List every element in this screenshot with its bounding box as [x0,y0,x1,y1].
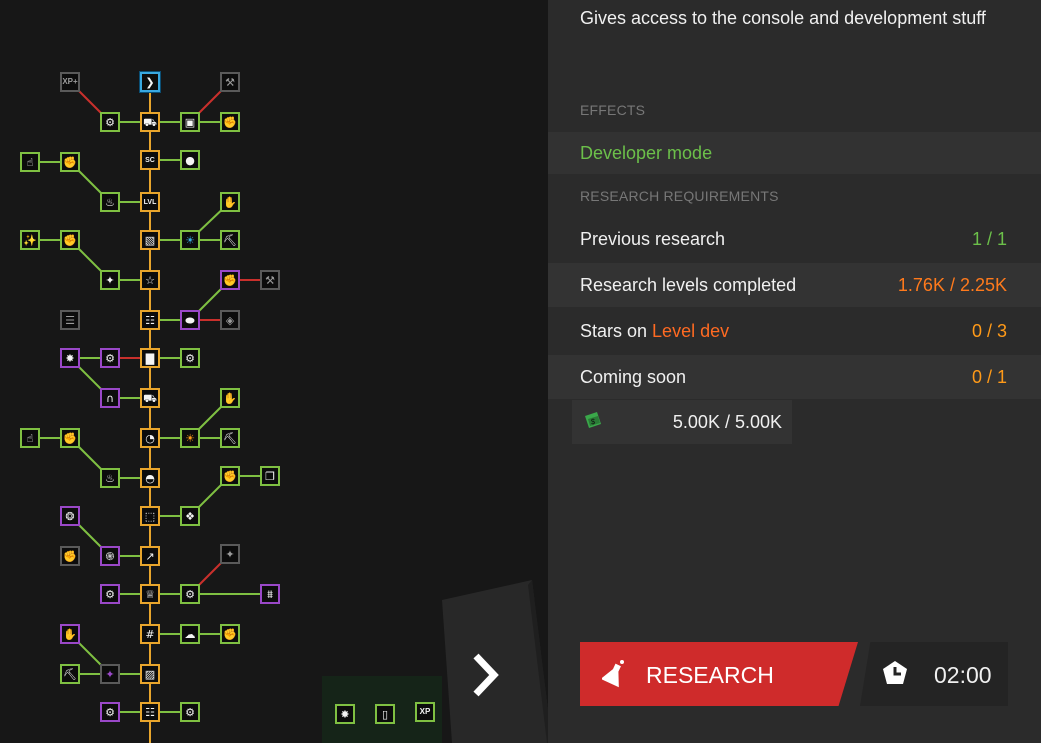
research-node-gear[interactable]: ⚙ [100,112,120,132]
research-node-box[interactable]: ❐ [260,466,280,486]
research-node-tally[interactable]: ⩩ [260,584,280,604]
research-node-cog-b[interactable]: ⚙ [180,348,200,368]
requirement-name: Coming soon [580,367,687,387]
effects-label: EFFECTS [580,102,646,118]
research-node-spiral[interactable]: ֍ [100,546,120,566]
requirement-value: 1.76K / 2.25K [897,275,1007,295]
research-node-chart[interactable]: ☷ [140,310,160,330]
research-node-locked-fist[interactable]: ✊ [60,546,80,566]
papers-icon: $ [585,412,601,428]
research-node-puzzle[interactable]: ❖ [180,506,200,526]
requirement-row: Research levels completed 1.76K / 2.25K [548,263,1041,307]
research-node-cog-f[interactable]: ⚙ [180,702,200,722]
research-node-fist-e[interactable]: ✊ [220,466,240,486]
research-node-fist-d[interactable]: ✊ [60,428,80,448]
research-node-cog-c[interactable]: ⚙ [100,584,120,604]
research-node-fist[interactable]: ✊ [220,112,240,132]
requirement-name-text: Stars on [580,321,653,341]
research-node-network[interactable]: ☷ [140,702,160,722]
research-node-car-rp[interactable]: ⛟ [140,112,160,132]
requirement-value: 0 / 3 [971,321,1007,341]
research-node-pickaxe-c[interactable]: ⛏ [60,664,80,684]
research-node-xp-plus-plus[interactable]: XP [415,702,435,722]
research-button[interactable]: RESEARCH [580,642,858,706]
research-node-locked-list[interactable]: ☰ [60,310,80,330]
effect-developer-mode: Developer mode [580,143,713,163]
research-node-locked-hammer[interactable]: ⚒ [220,72,240,92]
requirement-name: Previous research [580,229,726,249]
research-node-fist-f[interactable]: ✊ [220,624,240,644]
research-node-hand-coin[interactable]: ✋ [220,192,240,212]
research-node-wand[interactable]: ✦ [100,270,120,290]
research-node-fire[interactable]: ♨ [100,192,120,212]
research-node-hand-coin-b[interactable]: ✋ [220,388,240,408]
requirement-row: Previous research 1 / 1 [548,217,1041,261]
requirements-label: RESEARCH REQUIREMENTS [580,188,779,204]
panel-gate-shape [442,580,552,743]
clock-icon [883,661,907,684]
research-node-pickaxe-b[interactable]: ⛏ [220,428,240,448]
research-time-value: 02:00 [934,662,992,688]
research-cost: $ 5.00K / 5.00K [572,400,792,444]
collapse-panel-arrow-icon[interactable] [466,650,506,700]
research-node-sun-orange[interactable]: ☀ [180,428,200,448]
requirement-row: Stars on Level dev 0 / 3 [548,309,1041,353]
research-node-cog[interactable]: ⚙ [100,348,120,368]
research-node-score[interactable]: SC [140,150,160,170]
research-node-cube[interactable]: ⬚ [140,506,160,526]
research-node-fist-purple[interactable]: ✊ [220,270,240,290]
research-node-pills[interactable]: ⬬ [180,310,200,330]
requirement-value: 1 / 1 [971,229,1007,249]
research-node-pickaxe[interactable]: ⛏ [220,230,240,250]
requirement-level-link[interactable]: Level dev [652,321,730,341]
svg-text:$: $ [590,417,595,426]
research-node-magnet[interactable]: ∩ [100,388,120,408]
research-node-trophy[interactable]: ♕ [140,584,160,604]
research-node-sun-blue[interactable]: ☀ [180,230,200,250]
research-node-developer-console[interactable]: ❯ [140,72,160,92]
research-node-flame[interactable]: ♨ [100,468,120,488]
research-node-diagonal[interactable]: ▨ [140,664,160,684]
research-node-dome[interactable]: ◓ [140,468,160,488]
research-node-locked-tools[interactable]: ⚒ [260,270,280,290]
research-node-fist-c[interactable]: ✊ [60,230,80,250]
flask-icon [602,660,624,688]
research-node-cog-d[interactable]: ⚙ [180,584,200,604]
research-node-hash[interactable]: # [140,624,160,644]
research-node-cog-e[interactable]: ⚙ [100,702,120,722]
research-node-phone-xp[interactable]: ▯ [375,704,395,724]
requirement-name: Stars on Level dev [580,321,729,342]
requirement-name: Research levels completed [580,275,797,295]
research-node-locked-wand[interactable]: ✦ [220,544,240,564]
cost-value: 5.00K / 5.00K [672,412,782,432]
research-detail-panel: Gives access to the console and developm… [548,0,1041,743]
research-node-xp-plus[interactable]: XP+ [60,72,80,92]
research-node-bars[interactable]: ▇ [140,348,160,368]
research-node-gear-x[interactable]: ✸ [60,348,80,368]
research-node-truck[interactable]: ⛟ [140,388,160,408]
research-node-hand-sparkle[interactable]: ✨ [20,230,40,250]
requirement-value: 0 / 1 [971,367,1007,387]
research-button-label: RESEARCH [646,662,774,688]
research-node-stripes[interactable]: ▧ [140,230,160,250]
research-time: 02:00 [860,642,1008,706]
research-node-blueprint[interactable]: ▣ [180,112,200,132]
research-node-gear-swirl[interactable]: ❂ [60,506,80,526]
requirement-row: Coming soon 0 / 1 [548,355,1041,399]
research-node-bomb[interactable]: ● [180,150,200,170]
research-node-pie[interactable]: ◔ [140,428,160,448]
research-node-star[interactable]: ☆ [140,270,160,290]
research-description: Gives access to the console and developm… [580,8,986,28]
research-node-lvl[interactable]: LVL [140,192,160,212]
research-node-gear-x-b[interactable]: ✸ [335,704,355,724]
research-node-storm[interactable]: ☁ [180,624,200,644]
research-node-trend[interactable]: ↗ [140,546,160,566]
research-node-fist-b[interactable]: ✊ [60,152,80,172]
research-node-purple-star[interactable]: ✦ [100,664,120,684]
research-node-hand-click[interactable]: ☝ [20,152,40,172]
research-node-hand-coin-c[interactable]: ✋ [60,624,80,644]
research-node-locked-gem[interactable]: ◈ [220,310,240,330]
research-node-hand-click-b[interactable]: ☝ [20,428,40,448]
effect-row: Developer mode [548,132,1041,174]
